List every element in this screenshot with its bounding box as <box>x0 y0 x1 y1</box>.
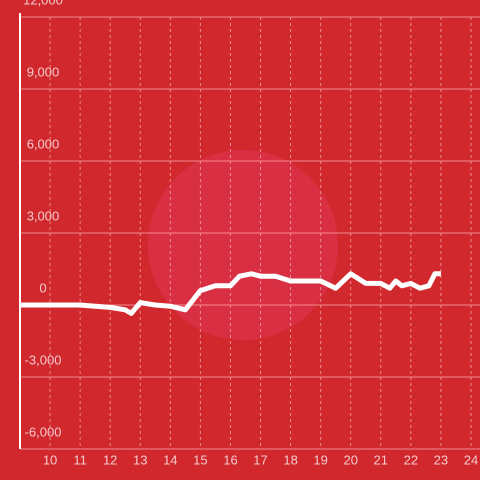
y-tick-label: -3,000 <box>25 352 62 367</box>
x-tick-label: 18 <box>283 452 297 467</box>
x-tick-label: 21 <box>374 452 388 467</box>
y-tick-label: -6,000 <box>25 424 62 439</box>
x-tick-label: 17 <box>253 452 267 467</box>
x-tick-label: 22 <box>404 452 418 467</box>
x-tick-label: 10 <box>43 452 57 467</box>
y-tick-label: 12,000 <box>23 0 63 7</box>
x-tick-label: 11 <box>73 452 87 467</box>
y-tick-label: 6,000 <box>27 136 60 151</box>
x-tick-label: 24 <box>464 452 478 467</box>
x-tick-label: 14 <box>163 452 177 467</box>
watermark <box>148 150 338 340</box>
x-tick-label: 16 <box>223 452 237 467</box>
x-tick-label: 19 <box>313 452 327 467</box>
x-tick-label: 23 <box>434 452 448 467</box>
x-tick-label: 13 <box>133 452 147 467</box>
x-tick-label: 15 <box>193 452 207 467</box>
y-tick-label: 0 <box>39 280 46 295</box>
x-tick-label: 20 <box>343 452 357 467</box>
x-tick-label: 12 <box>103 452 117 467</box>
data-line <box>20 271 441 316</box>
y-tick-label: 3,000 <box>27 208 60 223</box>
y-tick-label: 9,000 <box>27 64 60 79</box>
